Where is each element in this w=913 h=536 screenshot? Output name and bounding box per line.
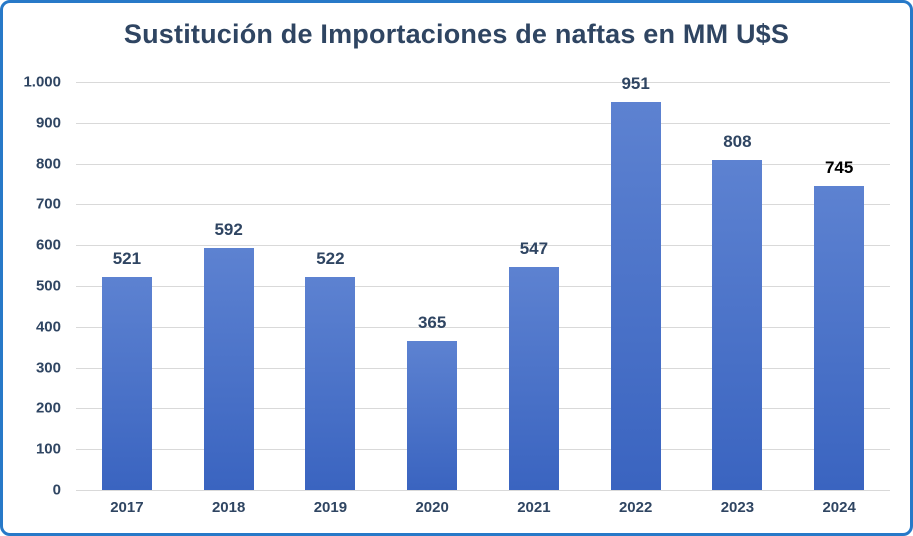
gridline [76,408,890,410]
gridline [76,82,890,83]
bar-value-label: 745 [824,158,854,178]
bar-slot: 547 [483,82,585,490]
bar-slot: 951 [585,74,687,490]
bar-value-label: 592 [214,220,243,240]
x-tick-label: 2022 [618,499,653,516]
bar [101,277,152,490]
gridline [76,326,890,328]
bar-value-label: 522 [316,249,345,269]
x-tick-label: 2024 [822,499,856,516]
x-tick-label: 2021 [517,499,551,516]
y-tick-label: 500 [35,277,61,295]
bar [712,160,763,490]
gridline [76,286,890,287]
gridline [76,163,890,165]
bar-slot: 365 [381,82,483,490]
y-tick-label: 700 [35,195,61,213]
y-tick-label: 600 [35,236,61,254]
gridline [76,122,890,124]
chart-title: Sustitución de Importaciones de naftas e… [123,19,790,49]
x-tick-label: 2019 [313,499,348,516]
bar-value-label: 365 [417,313,447,333]
bar-slot: 592 [178,82,280,490]
bar-slot: 745 [788,82,890,490]
gridline [76,245,890,247]
y-tick-label: 200 [35,399,61,417]
x-tick-label: 2020 [415,499,449,516]
bar [203,248,254,490]
gridline [76,367,890,369]
bar [508,266,559,490]
x-tick-label: 2018 [211,499,246,516]
bar-slot: 521 [76,82,178,490]
y-tick-label: 300 [35,359,61,377]
bar [814,186,865,490]
y-tick-label: 400 [35,318,61,336]
x-tick-label: 2017 [110,499,144,516]
bar [305,277,356,490]
gridline [76,490,890,491]
bar [610,102,661,490]
y-tick-label: 800 [35,155,61,173]
y-tick-label: 900 [35,114,61,132]
y-tick-label: 1.000 [23,73,61,91]
bar-value-label: 547 [519,238,549,258]
y-tick-label: 0 [52,481,61,499]
plot-area: 521 592 522 365 547 951 808 745 [76,74,890,491]
gridline [76,204,890,206]
bar-value-label: 521 [112,249,142,269]
y-tick-label: 100 [35,440,61,458]
bar-value-label: 951 [621,74,650,93]
bar-slot: 808 [687,82,789,490]
x-tick-label: 2023 [720,499,755,516]
bar-value-label: 808 [723,132,752,152]
y-axis: 0 100 200 300 400 500 600 700 800 900 1.000 [3,74,67,499]
gridline [76,449,890,451]
x-axis: 2017 2018 2019 2020 2021 2022 2023 2024 [76,499,890,525]
bar-slot: 522 [280,82,382,490]
bar [407,341,458,490]
